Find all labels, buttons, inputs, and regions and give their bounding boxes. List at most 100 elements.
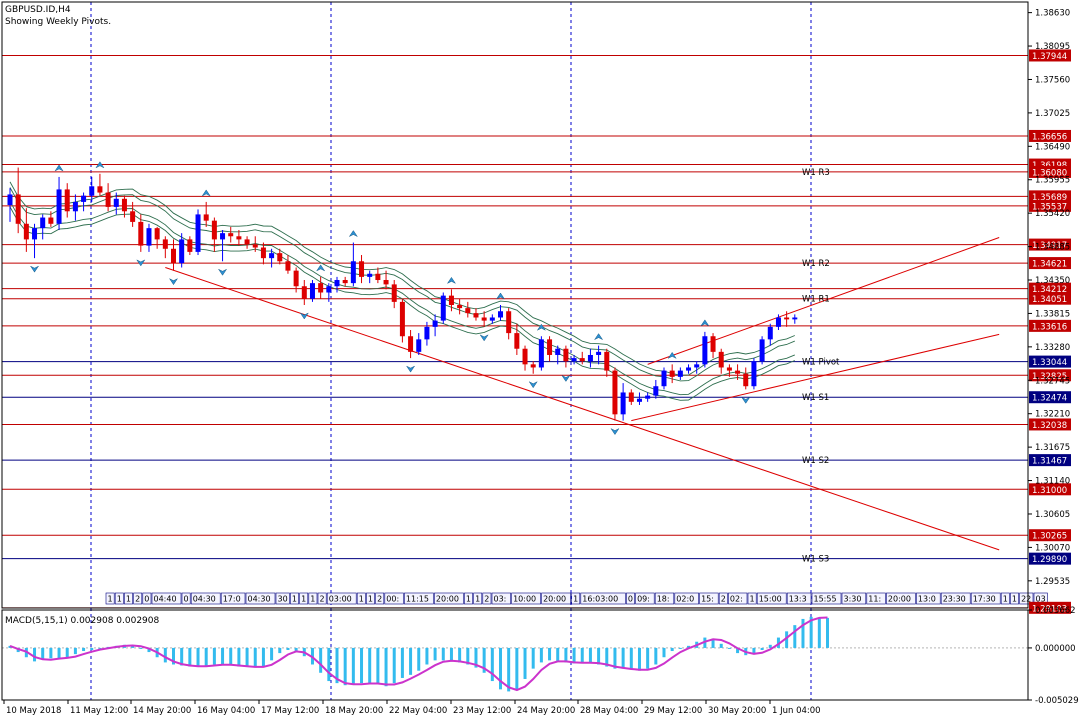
level-price-box-0 — [1029, 49, 1071, 62]
session-box-15 — [326, 592, 357, 605]
macd-bar-26 — [221, 647, 225, 665]
macd-bar-61 — [507, 647, 511, 692]
candle-body-10 — [89, 186, 95, 196]
macd-bar-97 — [801, 618, 805, 648]
time-tick-label-7: 23 May 12:00 — [453, 706, 511, 716]
price-tick-label-13: 1.31675 — [1035, 443, 1070, 453]
fractal-down-3 — [29, 265, 40, 273]
candle-body-91 — [751, 361, 757, 387]
session-label-11: 1 — [292, 595, 297, 604]
session-label-43: 20:00 — [888, 595, 911, 604]
level-price-box-1 — [1029, 129, 1071, 142]
candle-body-92 — [759, 339, 765, 362]
candle-body-77 — [636, 398, 642, 402]
macd-bar-10 — [90, 647, 94, 650]
level-price-label-4: 1.35689 — [1032, 193, 1067, 203]
macd-bar-11 — [98, 647, 102, 649]
macd-bar-5 — [49, 647, 53, 659]
macd-bar-72 — [597, 647, 601, 665]
session-label-16: 1 — [359, 595, 364, 604]
macd-bar-52 — [433, 647, 437, 661]
candle-body-7 — [64, 189, 70, 212]
candle-body-15 — [130, 211, 136, 222]
candle-body-22 — [187, 239, 193, 252]
macd-bar-16 — [139, 647, 143, 649]
macd-bar-23 — [196, 647, 200, 667]
session-box-6 — [181, 592, 191, 605]
band-line-2 — [9, 201, 795, 396]
level-price-label-6: 1.34917 — [1032, 241, 1067, 251]
session-box-42 — [866, 592, 886, 605]
chart-subtitle: Showing Weekly Pivots. — [5, 17, 111, 27]
session-box-31 — [635, 592, 655, 605]
macd-bar-21 — [180, 647, 184, 666]
session-box-22 — [464, 592, 473, 605]
session-box-49 — [1019, 592, 1034, 605]
level-price-box-6 — [1029, 238, 1071, 251]
macd-bar-46 — [384, 647, 388, 687]
session-box-32 — [654, 592, 675, 605]
price-tick-label-16: 1.30070 — [1035, 543, 1070, 553]
time-tick-label-8: 24 May 20:00 — [517, 706, 575, 716]
candle-body-74 — [612, 370, 618, 415]
candle-body-82 — [677, 370, 683, 377]
macd-bar-9 — [82, 647, 86, 652]
macd-bar-35 — [294, 647, 298, 652]
candle-body-95 — [784, 317, 790, 320]
session-label-40: 15:55 — [814, 595, 837, 604]
macd-panel[interactable] — [2, 616, 1028, 692]
macd-bar-71 — [588, 647, 592, 663]
price-panel-frame — [1, 1, 1029, 609]
candle-body-66 — [547, 339, 553, 355]
fractal-up-72 — [593, 333, 604, 341]
macd-bar-42 — [351, 647, 355, 685]
macd-bar-45 — [376, 647, 380, 685]
session-box-14 — [317, 592, 327, 605]
fractal-down-20 — [168, 277, 179, 286]
session-box-2 — [124, 592, 133, 605]
session-label-7: 04:30 — [193, 595, 216, 604]
fractal-up-65 — [536, 323, 547, 331]
candle-body-89 — [735, 370, 741, 374]
session-label-13: 1 — [310, 595, 315, 604]
price-tick-label-9: 1.33815 — [1035, 309, 1070, 319]
level-price-box-4 — [1029, 190, 1071, 203]
level-price-box-5 — [1029, 199, 1071, 212]
candle-body-88 — [726, 367, 732, 371]
session-label-22: 1 — [466, 595, 471, 604]
session-label-30: 0 — [628, 595, 633, 604]
pivot-levels — [2, 54, 1028, 609]
candle-body-26 — [220, 233, 226, 240]
session-box-24 — [482, 592, 492, 605]
macd-bar-59 — [490, 647, 494, 682]
candle-body-83 — [686, 367, 692, 371]
macd-bar-33 — [278, 647, 282, 654]
pivot-label-2: W1 R1 — [802, 295, 830, 305]
level-price-label-1: 1.36656 — [1032, 132, 1067, 142]
candle-body-27 — [228, 233, 234, 237]
candle-body-16 — [138, 221, 144, 246]
time-tick-label-9: 28 May 04:00 — [580, 706, 638, 716]
candle-body-11 — [97, 186, 103, 193]
session-label-5: 04:40 — [154, 595, 177, 604]
macd-bar-43 — [360, 647, 364, 684]
macd-bar-60 — [499, 647, 502, 690]
session-grid — [90, 2, 812, 700]
macd-bar-75 — [621, 647, 625, 669]
candle-body-46 — [383, 280, 389, 285]
macd-bar-76 — [629, 647, 633, 670]
level-price-box-12 — [1029, 369, 1071, 382]
session-label-0: 1 — [108, 595, 113, 604]
session-box-4 — [142, 592, 152, 605]
macd-bar-51 — [425, 647, 429, 665]
time-tick-label-12: 1 Jun 04:00 — [772, 706, 821, 716]
candle-body-56 — [465, 308, 471, 314]
candles[interactable] — [7, 167, 798, 421]
price-tick-label-14: 1.31140 — [1035, 477, 1070, 487]
candle-body-19 — [162, 239, 168, 249]
candle-body-57 — [473, 313, 479, 318]
session-box-13 — [308, 592, 318, 605]
macd-bar-4 — [41, 647, 45, 660]
macd-bar-69 — [572, 647, 576, 664]
pivot-label-4: W1 S1 — [802, 393, 829, 403]
